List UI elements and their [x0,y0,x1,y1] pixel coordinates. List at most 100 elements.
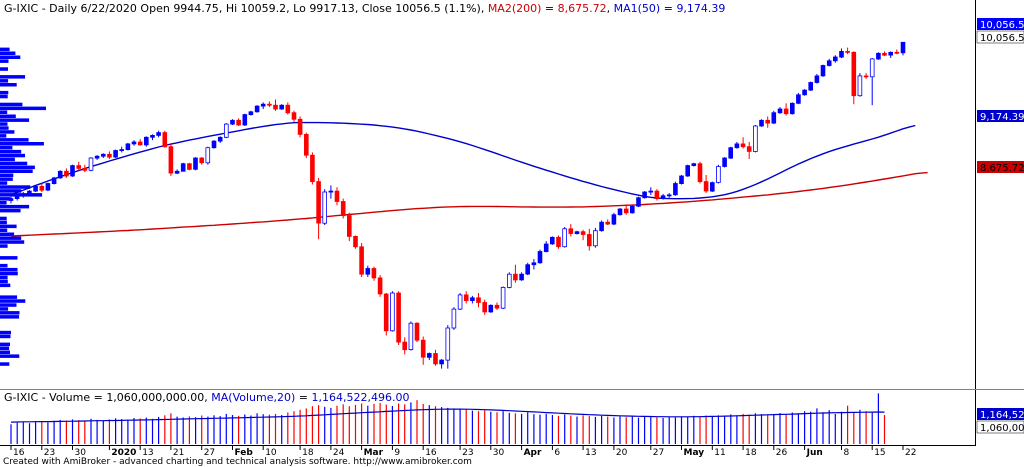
candle [285,102,291,115]
volume-profile-bar [0,307,9,311]
candle [414,322,420,343]
volume-profile-bar [0,263,8,268]
candle [703,175,709,193]
candle [494,302,500,310]
candle [654,189,660,201]
date-tick-label: Feb [235,448,254,458]
candle [636,196,641,208]
candle-body [783,108,789,115]
candle [685,164,690,177]
candle [303,132,309,158]
candle-body [826,60,832,66]
candle-body [396,292,401,343]
volume-profile-bar [0,130,15,134]
ma50-price-tag: 9,174.39 [977,110,1024,123]
candle [666,193,672,198]
candle-body [14,195,20,200]
candle [814,74,820,84]
candle [506,272,512,289]
date-tick-label: 22 [905,448,916,458]
candle [580,229,586,241]
volume-profile-bar [0,244,8,248]
candle [217,136,223,143]
candle-body [279,104,284,110]
candle [20,192,26,198]
candle [433,349,438,366]
volume-profile-bar [0,67,8,71]
volume-profile-bar [0,90,9,95]
date-tick-label: 8 [844,448,850,458]
candle [94,155,100,160]
volume-profile-bar [0,79,9,83]
volume-profile-bar [0,126,9,130]
candle [8,196,14,204]
candle-body [839,51,844,58]
candle-body [660,195,666,200]
date-tick-label: 16 [425,448,437,458]
candle-body [205,147,211,164]
candle [710,181,715,192]
candle [722,157,727,168]
candle [894,49,900,55]
candle [753,125,758,153]
date-tick-label: 30 [75,448,87,458]
candle [777,107,783,114]
candle-body [76,165,82,169]
candle-body [845,51,850,53]
candle [377,275,383,297]
candle [137,139,143,146]
candle-body [57,170,63,179]
volume-profile-bar [0,161,28,166]
date-tick-label: 18 [745,448,757,458]
candle [353,235,358,249]
volume-profile-bar [0,75,26,79]
candle [863,73,869,79]
date-tick-label: 30 [493,448,505,458]
candle [82,164,88,173]
candle-body [223,123,229,138]
candle-body [457,294,463,310]
candle [845,47,850,55]
candle [143,136,149,147]
candle-body [359,246,364,275]
last-price-tag: 10,056.5 [976,30,1024,44]
volume-profile-bar [0,181,8,185]
candle-body [346,215,352,237]
svg-text:1,164,52: 1,164,52 [980,410,1024,421]
candle [734,142,740,149]
volume-profile-bar [0,346,10,350]
candle [488,304,494,313]
candle [211,140,217,149]
volume-profile-bar [0,165,35,170]
volume-profile-bar [0,59,9,63]
volume-ma-layer [10,408,885,423]
candle [408,321,414,351]
volume-profile-bar [0,267,18,272]
candle [673,181,678,196]
candle [162,130,168,148]
candle-body [556,236,561,248]
candle-body [402,341,407,351]
volume-ma-tag: 1,164,52 [977,408,1024,421]
candle-body [697,163,703,182]
volume-profile-bar [0,295,18,299]
volume-profile-bar [0,362,10,366]
candle-body [734,143,740,149]
candle [882,51,887,57]
candle-body [476,297,481,303]
volume-profile-bar [0,236,22,240]
candle-body [199,157,205,164]
candle-body [740,143,746,148]
candle-body [131,141,137,145]
candle-body [174,170,180,174]
volume-profile-bar [0,177,13,181]
volume-profile-bar [0,342,10,347]
candle-body [137,141,143,146]
volume-profile-bar [0,185,31,189]
candle-body [322,191,327,224]
ma50-line [10,121,916,200]
candle-body [371,268,377,279]
candle [599,220,604,232]
candle [193,157,198,171]
